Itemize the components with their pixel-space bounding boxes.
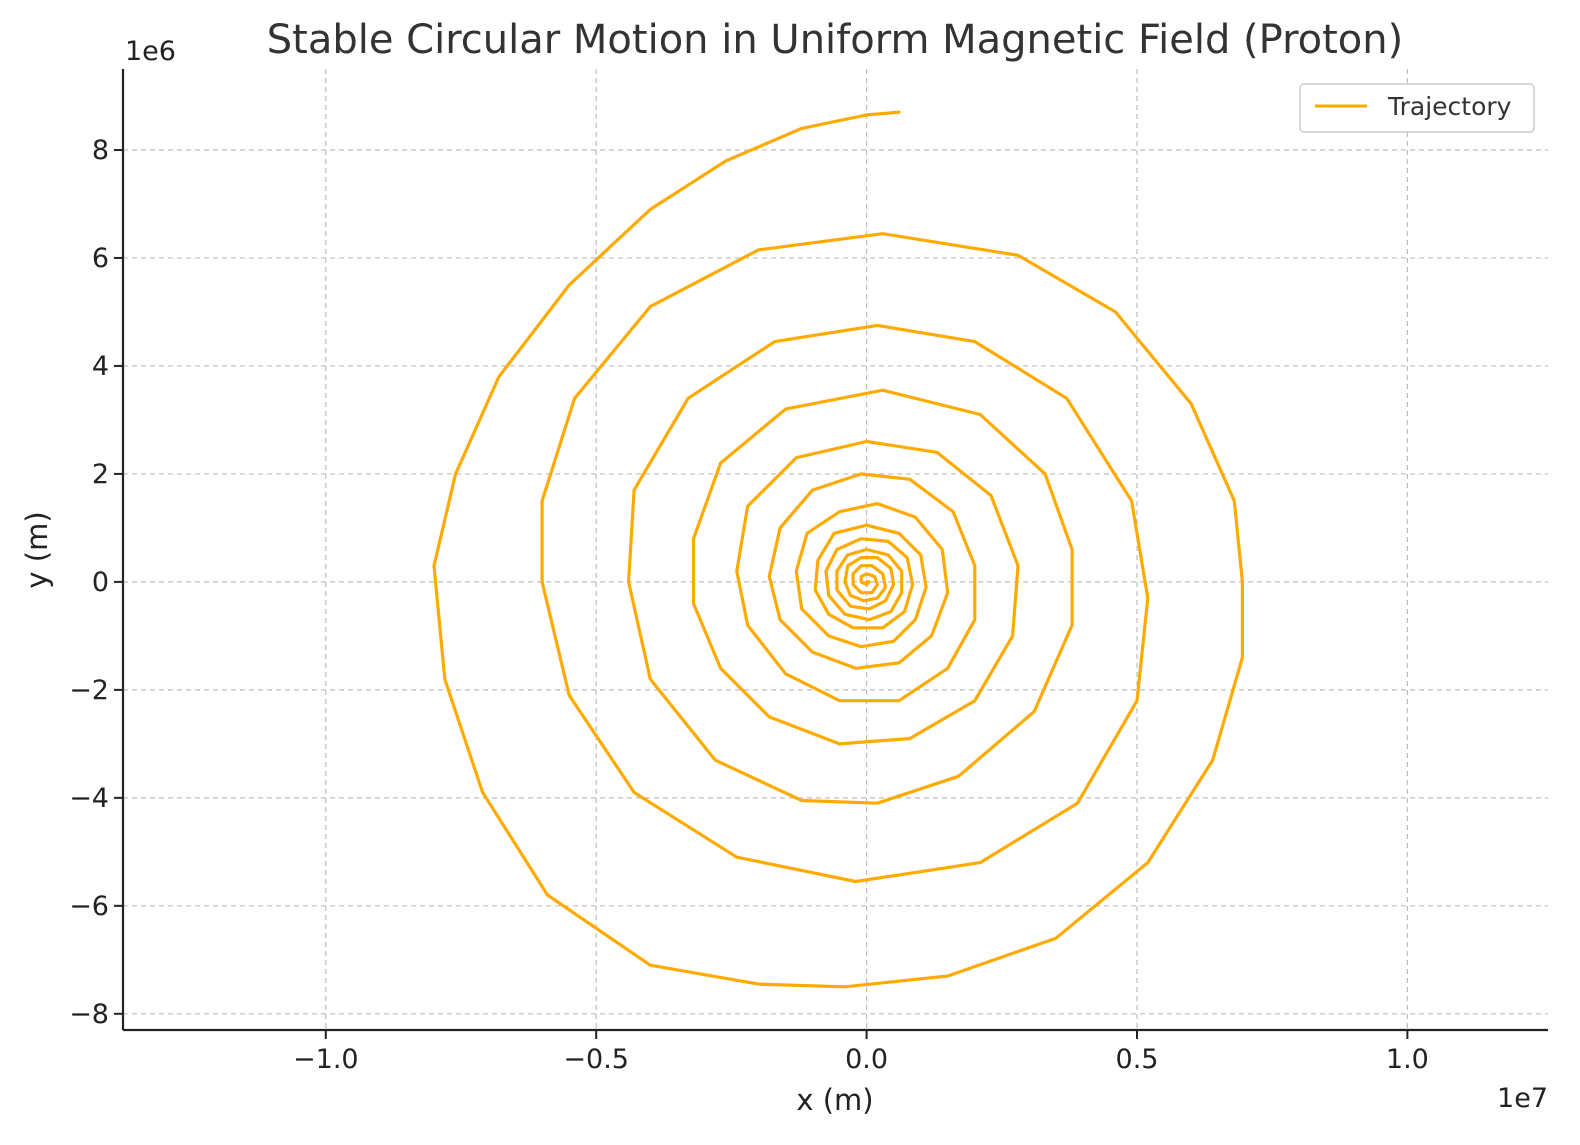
y-tick-label: −4	[69, 783, 109, 814]
y-tick-label: −8	[69, 999, 109, 1030]
x-tick-label: 0.5	[1116, 1044, 1159, 1075]
x-ticks: −1.0 −0.5 0.0 0.5 1.0	[293, 1030, 1429, 1075]
y-tick-label: −6	[69, 891, 109, 922]
series-line-trajectory	[432, 110, 1245, 989]
y-tick-label: 0	[92, 567, 109, 598]
y-tick-label: 6	[92, 243, 109, 274]
axes	[121, 69, 1548, 1032]
legend: Trajectory	[1299, 83, 1535, 133]
y-tick-label: 4	[92, 351, 109, 382]
y-axis-label: y (m)	[20, 511, 54, 588]
y-tick-label: −2	[69, 675, 109, 706]
y-tick-label: 8	[92, 135, 109, 166]
x-tick-label: −1.0	[293, 1044, 359, 1075]
x-axis-label: x (m)	[796, 1083, 873, 1117]
legend-label-trajectory: Trajectory	[1387, 92, 1512, 121]
series-layer	[432, 110, 1245, 989]
x-tick-label: −0.5	[563, 1044, 629, 1075]
y-tick-label: 2	[92, 459, 109, 490]
x-tick-label: 1.0	[1386, 1044, 1429, 1075]
x-offset-label: 1e7	[1497, 1083, 1548, 1114]
y-ticks: −8 −6 −4 −2 0 2 4 6 8	[69, 135, 123, 1030]
x-tick-label: 0.0	[845, 1044, 888, 1075]
y-offset-label: 1e6	[125, 36, 176, 67]
legend-box	[1299, 83, 1535, 133]
chart-title: Stable Circular Motion in Uniform Magnet…	[267, 17, 1403, 63]
